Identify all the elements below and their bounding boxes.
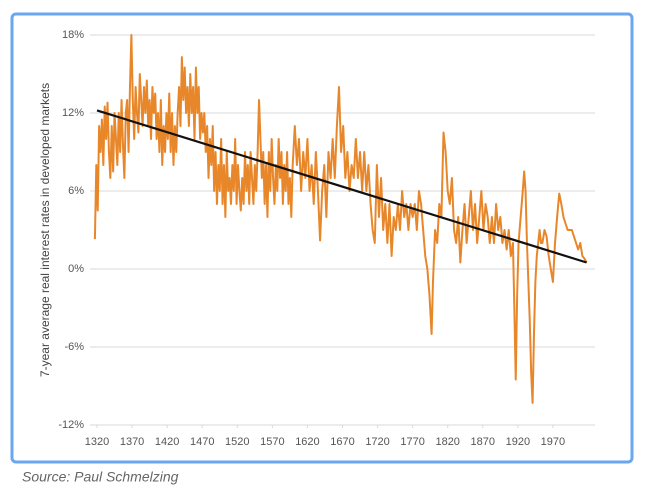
x-tick-label: 1420: [155, 436, 179, 448]
series-line: [96, 109, 587, 264]
x-tick-label: 1920: [506, 436, 530, 448]
y-tick-label: -6%: [64, 341, 84, 353]
x-tick-label: 1470: [190, 436, 214, 448]
x-tick-label: 1720: [365, 436, 389, 448]
x-tick-label: 1570: [260, 436, 284, 448]
x-tick-label: 1370: [120, 436, 144, 448]
x-tick-label: 1520: [225, 436, 249, 448]
x-tick-label: 1670: [330, 436, 354, 448]
y-tick-label: -12%: [58, 419, 84, 431]
y-tick-label: 12%: [62, 107, 84, 119]
source-note: Source: Paul Schmelzing: [22, 469, 179, 485]
frame: [10, 12, 634, 464]
y-tick-label: 6%: [68, 185, 84, 197]
y-tick-label: 0%: [68, 263, 84, 275]
x-tick-label: 1970: [541, 436, 565, 448]
y-axis-label: 7-year average real interest rates in de…: [38, 83, 52, 377]
x-tick-label: 1820: [435, 436, 459, 448]
x-tick-label: 1870: [471, 436, 495, 448]
x-tick-label: 1620: [295, 436, 319, 448]
x-tick-label: 1320: [85, 436, 109, 448]
y-tick-label: 18%: [62, 29, 84, 41]
series-line: [93, 34, 588, 404]
x-tick-label: 1770: [400, 436, 424, 448]
